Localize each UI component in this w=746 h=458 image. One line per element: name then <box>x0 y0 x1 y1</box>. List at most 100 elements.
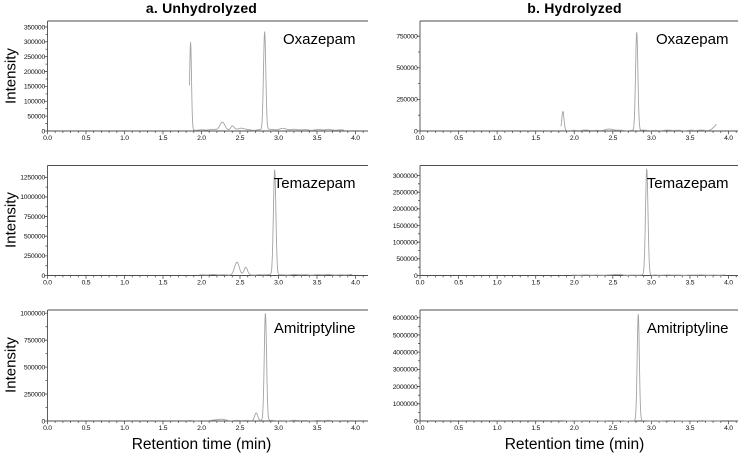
x-tick-label: 0.5 <box>454 280 463 287</box>
tick-marks <box>44 312 364 425</box>
x-tick-label: 0.0 <box>416 280 425 287</box>
x-tick-label: 2.0 <box>570 135 579 142</box>
x-tick-label: 0.0 <box>416 425 425 432</box>
x-tick-label: 1.0 <box>120 135 129 142</box>
y-tick-label: 1000000 <box>20 311 45 318</box>
y-tick-label: 500000 <box>24 234 46 241</box>
x-tick-label: 0.0 <box>416 135 425 142</box>
analyte-label-oxazepam-b: Oxazepam <box>655 31 729 48</box>
x-tick-label: 2.5 <box>608 280 617 287</box>
x-tick-label: 3.0 <box>274 425 283 432</box>
x-tick-label: 1.5 <box>531 135 540 142</box>
trace-hydrolyzed-temazepam <box>571 168 726 276</box>
x-tick-label: 0.5 <box>82 425 91 432</box>
x-tick-label: 0.5 <box>82 135 91 142</box>
y-tick-label: 500000 <box>396 256 418 263</box>
x-tick-label: 4.0 <box>351 425 360 432</box>
y-axis-label-row3: Intensity <box>2 337 20 393</box>
x-tick-label: 1.0 <box>493 425 502 432</box>
y-tick-label: 0 <box>414 128 418 135</box>
analyte-label-temazepam-a: Temazepam <box>273 175 356 192</box>
column-a-title: a. Unhydrolyzed <box>145 0 258 16</box>
x-tick-label: 3.0 <box>647 425 656 432</box>
y-tick-label: 1500000 <box>393 223 418 230</box>
panel-unhydrolyzed-amitriptyline: 0.0 0.5 1.0 1.5 2.0 2.5 3.0 3.5 4.0 0 250000 500000… <box>20 309 368 432</box>
trace-hydrolyzed-amitriptyline <box>561 313 721 422</box>
x-tick-label: 1.5 <box>531 425 540 432</box>
x-tick-label: 0.5 <box>454 135 463 142</box>
analyte-label-oxazepam-a: Oxazepam <box>282 31 356 48</box>
tick-marks <box>416 35 737 135</box>
x-tick-label: 1.0 <box>120 280 129 287</box>
x-tick-label: 3.5 <box>686 425 695 432</box>
x-tick-label: 4.0 <box>724 425 733 432</box>
y-tick-label: 5000000 <box>393 332 418 339</box>
y-tick-label: 350000 <box>24 24 46 31</box>
x-tick-label: 1.5 <box>159 280 168 287</box>
panel-unhydrolyzed-temazepam: 0.0 0.5 1.0 1.5 2.0 2.5 3.0 3.5 4.0 0 250000 500000… <box>20 165 368 287</box>
y-tick-label: 100000 <box>24 99 46 106</box>
y-tick-label: 250000 <box>24 54 46 61</box>
x-tick-label: 3.0 <box>647 280 656 287</box>
y-tick-label: 1000000 <box>393 401 418 408</box>
tick-marks <box>416 175 737 279</box>
y-tick-label: 1250000 <box>20 175 45 182</box>
x-tick-label: 2.0 <box>570 280 579 287</box>
axes-spines <box>47 165 368 276</box>
y-tick-label: 50000 <box>27 113 45 120</box>
y-axis-label-row1: Intensity <box>2 48 20 104</box>
panel-hydrolyzed-oxazepam: 0.0 0.5 1.0 1.5 2.0 2.5 3.0 3.5 4.0 0 250000 500000… <box>396 20 738 142</box>
trace-unhydrolyzed-oxazepam <box>189 31 345 131</box>
analyte-label-amitriptyline-b: Amitriptyline <box>646 320 729 337</box>
x-tick-label: 1.0 <box>493 135 502 142</box>
x-tick-label: 2.5 <box>236 135 245 142</box>
x-tick-label: 4.0 <box>724 280 733 287</box>
x-tick-label: 3.5 <box>313 135 322 142</box>
x-tick-label: 2.0 <box>197 280 206 287</box>
x-tick-label: 2.0 <box>197 425 206 432</box>
y-tick-label: 250000 <box>24 253 46 260</box>
analyte-label-temazepam-b: Temazepam <box>646 175 729 192</box>
x-tick-label: 2.0 <box>197 135 206 142</box>
x-tick-label: 1.0 <box>120 425 129 432</box>
x-tick-label: 3.0 <box>647 135 656 142</box>
y-axis-label-row2: Intensity <box>2 192 20 248</box>
y-tick-label: 750000 <box>396 33 418 40</box>
x-tick-label: 4.0 <box>351 135 360 142</box>
x-tick-label: 1.5 <box>531 280 540 287</box>
axes-spines <box>47 20 368 132</box>
x-tick-label: 0.0 <box>43 135 52 142</box>
x-tick-label: 0.5 <box>454 425 463 432</box>
x-tick-label: 3.0 <box>274 280 283 287</box>
panel-unhydrolyzed-oxazepam: 0.0 0.5 1.0 1.5 2.0 2.5 3.0 3.5 4.0 0 50000 100000 1… <box>24 20 368 142</box>
x-tick-label: 2.0 <box>570 425 579 432</box>
y-tick-label: 0 <box>414 418 418 425</box>
trace-unhydrolyzed-amitriptyline <box>188 313 342 422</box>
y-tick-label: 250000 <box>396 97 418 104</box>
x-tick-label: 2.5 <box>236 425 245 432</box>
y-tick-label: 0 <box>41 128 45 135</box>
panel-hydrolyzed-amitriptyline: 0.0 0.5 1.0 1.5 2.0 2.5 3.0 3.5 4.0 0 1000000 20000… <box>393 309 738 432</box>
x-axis-label-col-a: Retention time (min) <box>131 436 272 453</box>
tick-marks <box>44 176 364 279</box>
y-tick-label: 0 <box>41 418 45 425</box>
x-tick-label: 0.5 <box>82 280 91 287</box>
x-tick-label: 1.0 <box>493 280 502 287</box>
x-tick-label: 3.5 <box>686 280 695 287</box>
y-tick-label: 2500000 <box>393 189 418 196</box>
x-tick-label: 0.0 <box>43 280 52 287</box>
x-tick-label: 3.0 <box>274 135 283 142</box>
x-tick-label: 1.5 <box>159 135 168 142</box>
trace-unhydrolyzed-temazepam <box>199 169 353 276</box>
x-tick-label: 4.0 <box>724 135 733 142</box>
y-tick-label: 750000 <box>24 337 46 344</box>
y-tick-label: 750000 <box>24 214 46 221</box>
y-tick-label: 500000 <box>24 364 46 371</box>
y-tick-label: 500000 <box>396 65 418 72</box>
x-tick-label: 3.5 <box>313 280 322 287</box>
x-tick-label: 0.0 <box>43 425 52 432</box>
x-tick-label: 2.5 <box>608 425 617 432</box>
y-tick-label: 200000 <box>24 69 46 76</box>
